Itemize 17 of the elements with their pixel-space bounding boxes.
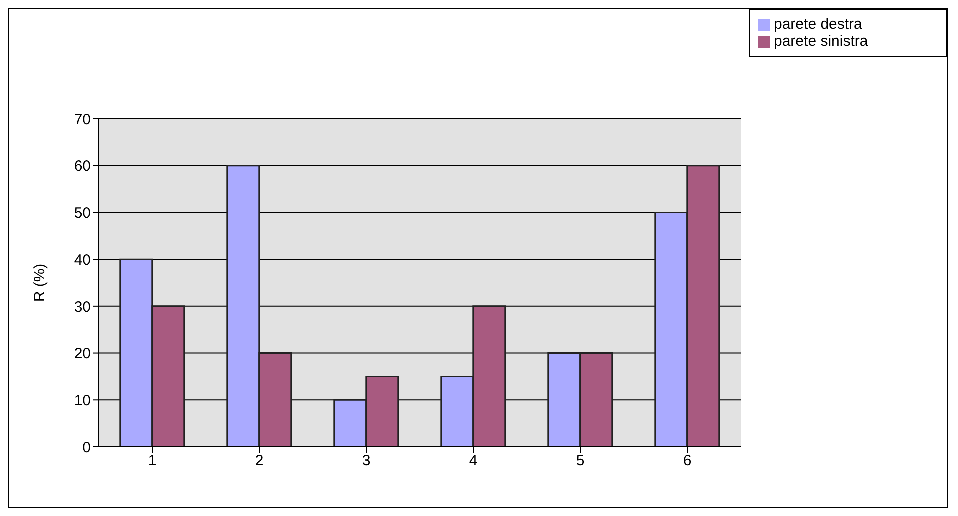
y-tick-label: 30 (74, 298, 91, 316)
x-tick-label: 2 (255, 452, 264, 470)
y-tick-label: 50 (74, 205, 91, 222)
y-tick-label: 10 (74, 392, 91, 410)
y-tick-label: 20 (74, 346, 91, 363)
y-tick-label: 70 (74, 111, 91, 128)
x-tick-label: 1 (148, 452, 157, 470)
legend-label: parete destra (774, 16, 862, 33)
x-tick-label: 3 (362, 452, 371, 470)
y-tick-label: 40 (74, 252, 91, 269)
x-tick-label: 4 (469, 452, 478, 470)
y-axis-title: R (%) (31, 264, 48, 302)
y-tick-label: 0 (82, 439, 91, 456)
x-tick-label: 6 (683, 452, 692, 470)
legend-label: parete sinistra (774, 33, 868, 50)
x-tick-label: 5 (576, 452, 585, 470)
y-tick-label: 60 (74, 158, 91, 176)
